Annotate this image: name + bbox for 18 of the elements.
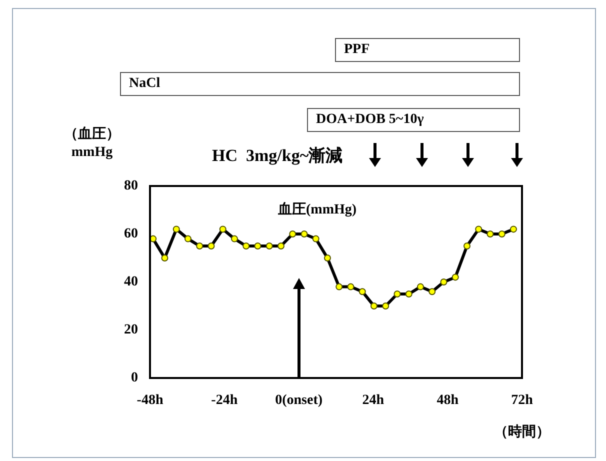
text: DOA+DOB 5~10γ — [307, 108, 520, 132]
x-axis-title: （時間） — [494, 424, 550, 442]
x-tick-label: -24h — [211, 393, 238, 408]
y-tick-label: 20 — [124, 322, 138, 338]
y-tick-label: 60 — [124, 226, 138, 242]
y-tick-label: 0 — [131, 370, 138, 386]
text: HC 3mg/kg~漸減 — [212, 146, 343, 165]
text: NaCl — [120, 72, 520, 96]
series-label: 血圧(mmHg) — [277, 202, 357, 218]
x-tick-label: 0(onset) — [275, 393, 323, 408]
y-axis-title: （血圧） mmHg — [64, 126, 120, 162]
text: PPF — [335, 38, 520, 62]
y-tick-label: 80 — [124, 178, 138, 194]
y-tick-label: 40 — [124, 274, 138, 290]
x-tick-label: 24h — [362, 393, 384, 408]
x-tick-label: 72h — [511, 393, 534, 408]
x-tick-label: -48h — [136, 393, 164, 408]
x-tick-label: 48h — [436, 393, 459, 408]
